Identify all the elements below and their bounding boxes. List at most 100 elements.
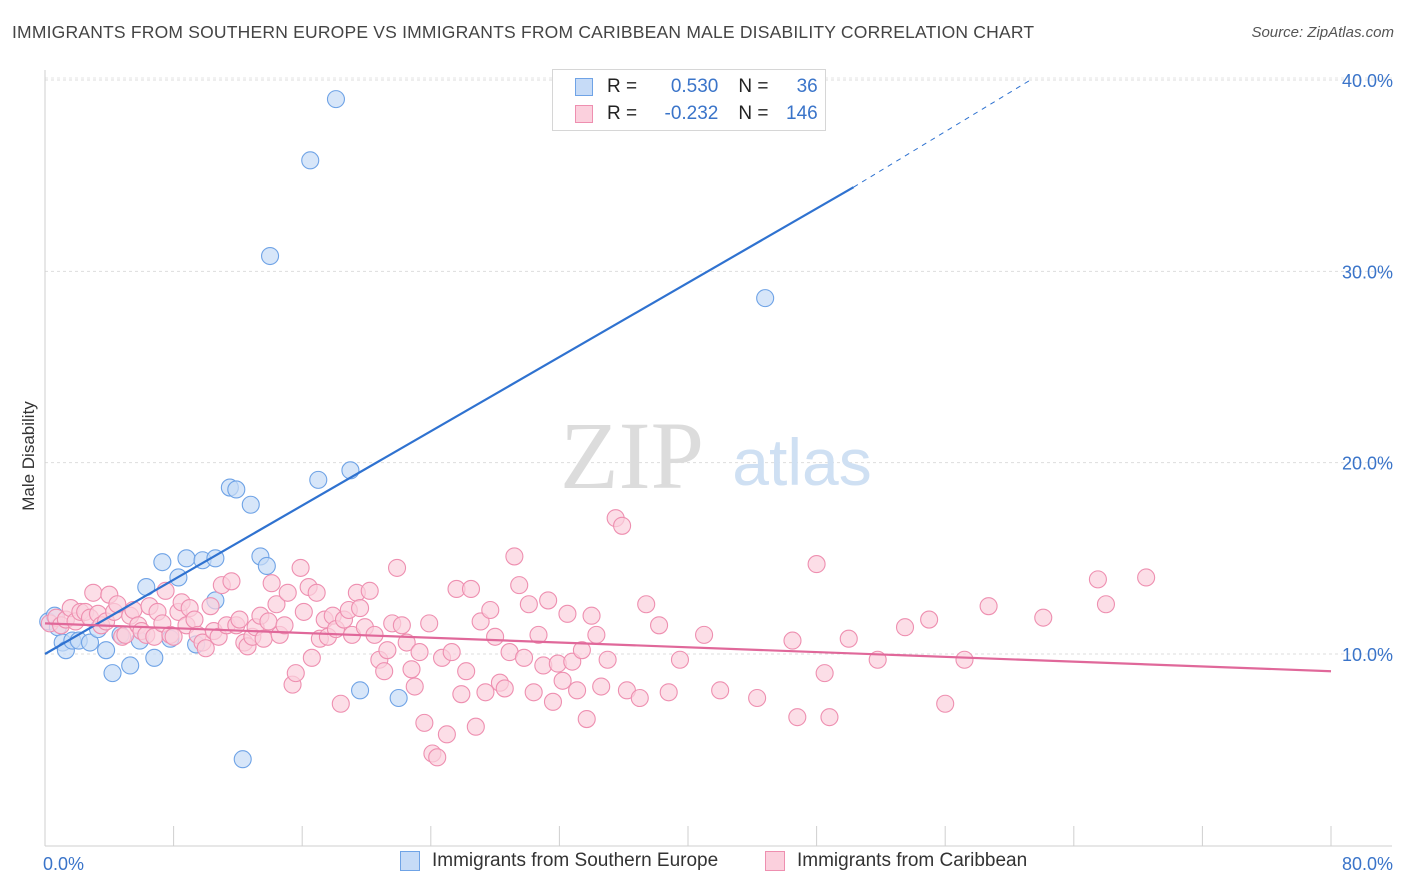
- point-caribbean: [920, 610, 939, 629]
- point-southern-europe: [257, 556, 276, 576]
- point-caribbean: [351, 599, 370, 618]
- point-caribbean: [402, 660, 421, 679]
- legend-item-caribbean[interactable]: Immigrants from Caribbean: [765, 850, 1027, 872]
- point-caribbean: [387, 558, 407, 577]
- point-caribbean: [1137, 568, 1156, 587]
- legend-r-label: R =: [607, 76, 643, 97]
- point-caribbean: [294, 602, 313, 621]
- point-caribbean: [613, 516, 632, 535]
- point-caribbean: [302, 648, 321, 667]
- point-caribbean: [201, 597, 220, 616]
- y-tick-label: 40.0%: [1342, 71, 1393, 91]
- point-caribbean: [291, 558, 310, 577]
- legend-r-value: 0.530: [670, 76, 719, 97]
- watermark-atlas: atlas: [732, 425, 871, 499]
- point-caribbean: [410, 643, 429, 662]
- point-caribbean: [415, 713, 434, 732]
- point-caribbean: [378, 641, 397, 660]
- point-southern-europe: [301, 151, 320, 170]
- point-caribbean: [275, 616, 294, 635]
- point-caribbean: [748, 688, 767, 708]
- point-southern-europe: [241, 495, 260, 514]
- y-tick-label: 20.0%: [1342, 454, 1393, 474]
- point-caribbean: [568, 681, 587, 700]
- point-caribbean: [442, 643, 461, 662]
- point-caribbean: [457, 662, 476, 681]
- point-caribbean: [420, 614, 439, 633]
- point-caribbean: [783, 631, 802, 650]
- point-caribbean: [278, 583, 297, 602]
- x-tick-label: 0.0%: [43, 854, 84, 874]
- trend-line-southern-europe: [44, 186, 855, 655]
- point-caribbean: [185, 610, 204, 629]
- correlation-legend: R = 0.530 N = 36 R = -0.232 N = 146: [552, 69, 826, 131]
- gridlines: [45, 77, 1392, 655]
- point-caribbean: [630, 688, 649, 708]
- point-caribbean: [587, 625, 606, 644]
- point-caribbean: [524, 683, 543, 702]
- point-caribbean: [650, 616, 669, 635]
- point-caribbean: [572, 641, 591, 660]
- point-southern-europe: [309, 470, 328, 489]
- point-southern-europe: [177, 549, 196, 568]
- point-caribbean: [267, 595, 286, 614]
- point-caribbean: [529, 625, 548, 644]
- point-southern-europe: [145, 648, 164, 667]
- legend-label-southern-europe: Immigrants from Southern Europe: [432, 850, 719, 871]
- point-caribbean: [936, 694, 955, 713]
- point-caribbean: [495, 679, 514, 698]
- point-caribbean: [505, 547, 524, 566]
- point-caribbean: [84, 583, 103, 602]
- point-southern-europe: [341, 461, 360, 480]
- legend-n-value: 36: [796, 76, 818, 97]
- point-southern-europe: [80, 633, 100, 652]
- point-southern-europe: [121, 656, 140, 675]
- point-caribbean: [510, 576, 529, 595]
- point-caribbean: [1034, 608, 1053, 627]
- point-caribbean: [481, 600, 500, 620]
- legend-swatch-caribbean: [575, 105, 593, 123]
- point-caribbean: [452, 685, 471, 704]
- point-caribbean: [514, 648, 534, 667]
- x-tick-label: 80.0%: [1342, 854, 1393, 874]
- point-caribbean: [259, 612, 278, 631]
- point-southern-europe: [103, 664, 122, 683]
- point-caribbean: [955, 650, 974, 669]
- point-caribbean: [360, 581, 379, 600]
- point-caribbean: [286, 664, 305, 683]
- trend-line-southern-europe-extension: [853, 79, 1031, 188]
- point-caribbean: [553, 671, 572, 690]
- legend-row-caribbean: R = -0.232 N = 146: [575, 102, 818, 126]
- point-southern-europe: [153, 553, 172, 572]
- point-caribbean: [461, 579, 481, 598]
- point-caribbean: [405, 677, 424, 696]
- point-caribbean: [582, 606, 601, 625]
- legend-r-label: R =: [607, 103, 643, 124]
- point-caribbean: [807, 555, 826, 574]
- point-caribbean: [820, 708, 839, 727]
- watermark-zip: ZIP: [560, 402, 704, 509]
- point-caribbean: [659, 683, 678, 702]
- point-southern-europe: [233, 750, 252, 769]
- point-southern-europe: [97, 641, 116, 660]
- watermark: ZIP atlas: [560, 402, 872, 509]
- point-caribbean: [392, 616, 411, 635]
- point-caribbean: [262, 574, 281, 593]
- tick-labels: 10.0% 20.0% 30.0% 40.0% 0.0% 80.0%: [43, 71, 1393, 874]
- point-caribbean: [539, 591, 558, 610]
- point-caribbean: [331, 694, 350, 713]
- legend-swatch-southern-europe: [575, 78, 593, 96]
- point-caribbean: [1096, 595, 1115, 614]
- point-caribbean: [543, 692, 563, 711]
- trend-line-caribbean: [44, 622, 1332, 673]
- point-caribbean: [375, 662, 394, 681]
- point-caribbean: [558, 604, 577, 623]
- legend-item-southern-europe[interactable]: Immigrants from Southern Europe: [400, 850, 718, 872]
- legend-n-label: N =: [738, 103, 774, 124]
- point-caribbean: [466, 717, 485, 736]
- point-caribbean: [839, 629, 858, 648]
- legend-label-caribbean: Immigrants from Caribbean: [797, 850, 1028, 871]
- point-southern-europe: [227, 480, 246, 499]
- series-legend: Immigrants from Southern Europe Immigran…: [0, 850, 1406, 878]
